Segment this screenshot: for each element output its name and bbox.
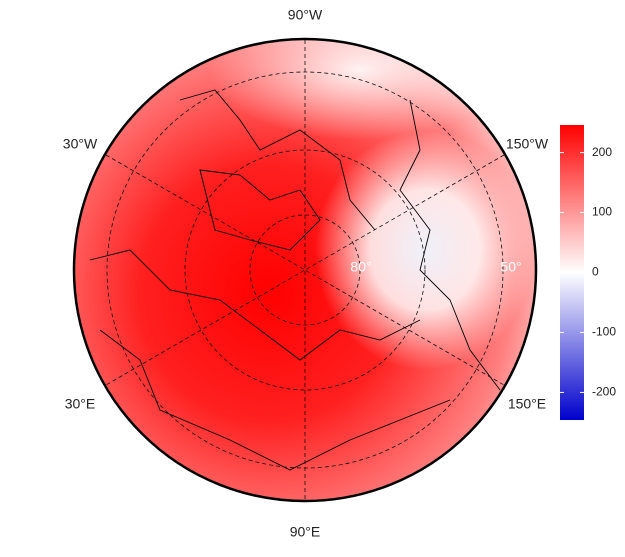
lat-label: 80° [350, 259, 371, 275]
lat-label: 50° [500, 259, 521, 275]
lon-label: 150°E [508, 396, 546, 412]
colorbar-tick-label: -100 [592, 325, 616, 339]
lon-label: 150°W [506, 136, 549, 152]
map-field [75, 40, 535, 500]
map-border [72, 37, 538, 503]
lon-label: 30°E [65, 396, 96, 412]
colorbar-tick-label: 200 [592, 145, 612, 159]
colorbar-tick-label: 0 [592, 265, 599, 279]
lon-label: 30°W [63, 136, 98, 152]
lon-label: 90°E [290, 524, 321, 540]
graticule [105, 40, 505, 500]
colorbar-tick-label: -200 [592, 385, 616, 399]
lon-label: 90°W [288, 7, 323, 23]
colorbar-tick-label: 100 [592, 205, 612, 219]
colorbar: 200 100 0 -100 -200 [560, 125, 616, 420]
